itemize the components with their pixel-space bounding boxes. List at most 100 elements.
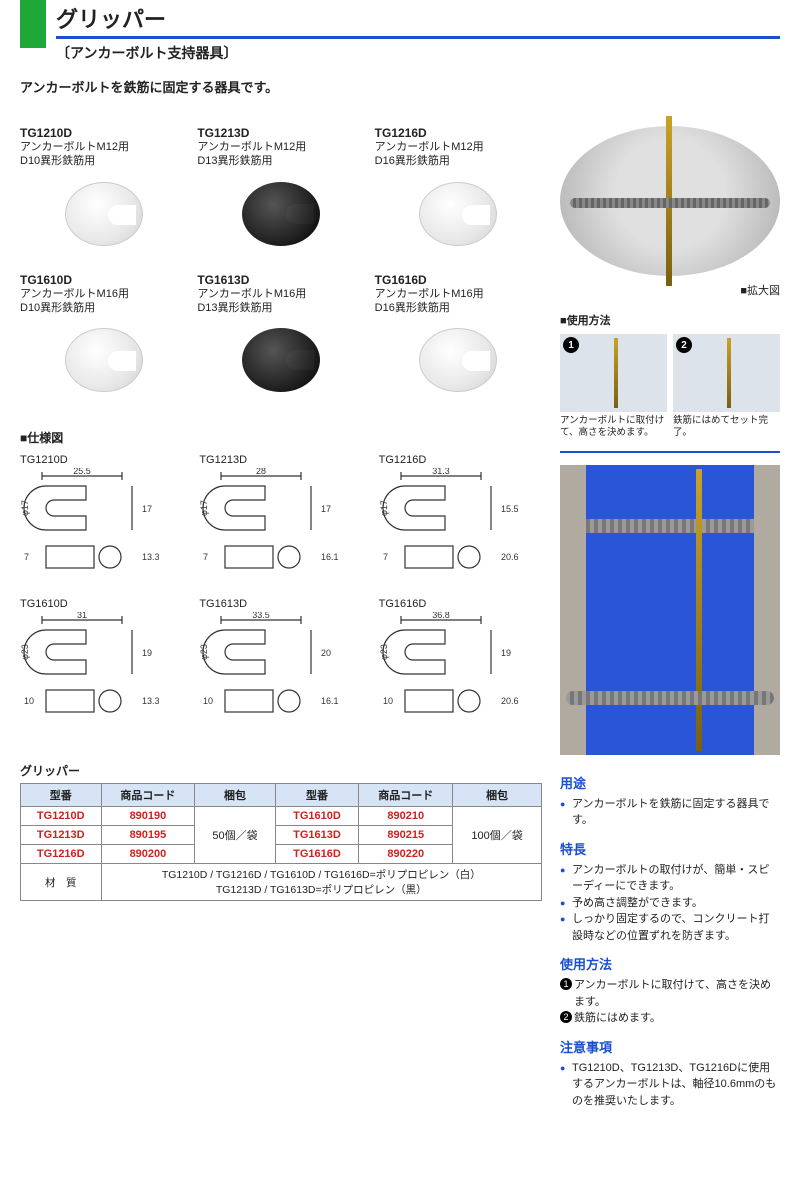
svg-text:13.3: 13.3 bbox=[142, 552, 160, 562]
spec-diagram: 25.5 17 φ17 7 13.3 bbox=[20, 468, 160, 578]
svg-text:7: 7 bbox=[203, 552, 208, 562]
install-photo bbox=[560, 465, 780, 755]
table-title: グリッパー bbox=[20, 762, 542, 779]
th-code: 商品コード bbox=[359, 784, 453, 807]
product-desc: D10異形鉄筋用 bbox=[20, 154, 187, 168]
product-desc: アンカーボルトM16用 bbox=[20, 287, 187, 301]
spec-diagram: 31 19 φ23 10 13.3 bbox=[20, 612, 160, 722]
accent-tab bbox=[20, 0, 46, 48]
svg-text:16.1: 16.1 bbox=[321, 696, 339, 706]
list-item: 1アンカーボルトに取付けて、高さを決めます。 bbox=[560, 977, 780, 1010]
svg-text:13.3: 13.3 bbox=[142, 696, 160, 706]
cell-code: 890220 bbox=[359, 845, 453, 864]
svg-text:36.8: 36.8 bbox=[432, 612, 450, 620]
cell-code: 890200 bbox=[101, 845, 195, 864]
svg-text:φ17: φ17 bbox=[379, 500, 389, 516]
product-cell: TG1216D アンカーボルトM12用 D16異形鉄筋用 bbox=[375, 126, 542, 253]
svg-text:φ23: φ23 bbox=[20, 644, 30, 660]
intro-text: アンカーボルトを鉄筋に固定する器具です。 bbox=[20, 77, 780, 96]
th-model: 型番 bbox=[21, 784, 102, 807]
product-code: TG1610D bbox=[20, 273, 187, 287]
product-desc: アンカーボルトM12用 bbox=[20, 140, 187, 154]
svg-text:16.1: 16.1 bbox=[321, 552, 339, 562]
product-image bbox=[197, 175, 364, 253]
spec-cell: TG1610D 31 19 φ23 10 13.3 bbox=[20, 598, 183, 722]
usage-step: 2 鉄筋にはめてセット完了。 bbox=[673, 334, 780, 439]
spec-code: TG1616D bbox=[379, 598, 542, 610]
page-subtitle: 〔アンカーボルト支持器具〕 bbox=[20, 43, 780, 63]
cell-model: TG1216D bbox=[21, 845, 102, 864]
th-model: 型番 bbox=[275, 784, 359, 807]
product-cell: TG1213D アンカーボルトM12用 D13異形鉄筋用 bbox=[197, 126, 364, 253]
spec-code: TG1213D bbox=[199, 454, 362, 466]
product-desc: D16異形鉄筋用 bbox=[375, 154, 542, 168]
product-desc: D13異形鉄筋用 bbox=[197, 154, 364, 168]
svg-text:φ17: φ17 bbox=[20, 500, 30, 516]
list-item: 予め高さ調整ができます。 bbox=[560, 895, 780, 912]
spec-diagram: 33.5 20 φ23 10 16.1 bbox=[199, 612, 339, 722]
product-desc: D13異形鉄筋用 bbox=[197, 301, 364, 315]
cell-model: TG1610D bbox=[275, 807, 359, 826]
list-item: アンカーボルトを鉄筋に固定する器具です。 bbox=[560, 796, 780, 829]
svg-text:10: 10 bbox=[24, 696, 34, 706]
howto-list: 1アンカーボルトに取付けて、高さを決めます。 2鉄筋にはめます。 bbox=[560, 977, 780, 1027]
spec-code: TG1216D bbox=[379, 454, 542, 466]
product-code: TG1210D bbox=[20, 126, 187, 140]
product-grid: TG1210D アンカーボルトM12用 D10異形鉄筋用 TG1213D アンカ… bbox=[20, 126, 542, 399]
usage-image: 2 bbox=[673, 334, 780, 412]
product-image bbox=[197, 321, 364, 399]
product-desc: D10異形鉄筋用 bbox=[20, 301, 187, 315]
product-image bbox=[20, 321, 187, 399]
product-image bbox=[375, 321, 542, 399]
th-code: 商品コード bbox=[101, 784, 195, 807]
product-image bbox=[375, 175, 542, 253]
list-item: 2鉄筋にはめます。 bbox=[560, 1010, 780, 1027]
material-text: TG1210D / TG1216D / TG1610D / TG1616D=ポリ… bbox=[101, 864, 541, 901]
svg-text:φ23: φ23 bbox=[379, 644, 389, 660]
cell-model: TG1616D bbox=[275, 845, 359, 864]
product-desc: D16異形鉄筋用 bbox=[375, 301, 542, 315]
product-desc: アンカーボルトM16用 bbox=[197, 287, 364, 301]
title-rule bbox=[56, 36, 780, 39]
product-cell: TG1613D アンカーボルトM16用 D13異形鉄筋用 bbox=[197, 273, 364, 400]
page-header: グリッパー 〔アンカーボルト支持器具〕 bbox=[20, 0, 780, 63]
svg-text:33.5: 33.5 bbox=[253, 612, 271, 620]
product-code: TG1216D bbox=[375, 126, 542, 140]
svg-text:φ17: φ17 bbox=[199, 500, 209, 516]
table-row: TG1210D 890190 50個／袋 TG1610D 890210 100個… bbox=[21, 807, 542, 826]
product-code: TG1613D bbox=[197, 273, 364, 287]
th-pack: 梱包 bbox=[453, 784, 542, 807]
cell-code: 890210 bbox=[359, 807, 453, 826]
section-purpose-head: 用途 bbox=[560, 773, 780, 792]
spec-cell: TG1216D 31.3 15.5 φ17 7 20.6 bbox=[379, 454, 542, 578]
usage-caption: 鉄筋にはめてセット完了。 bbox=[673, 415, 780, 439]
cell-pack: 100個／袋 bbox=[453, 807, 542, 864]
svg-text:10: 10 bbox=[203, 696, 213, 706]
list-item: しっかり固定するので、コンクリート打設時などの位置ずれを防ぎます。 bbox=[560, 911, 780, 944]
product-desc: アンカーボルトM12用 bbox=[375, 140, 542, 154]
spec-diagram: 31.3 15.5 φ17 7 20.6 bbox=[379, 468, 519, 578]
spec-table: 型番 商品コード 梱包 型番 商品コード 梱包 TG1210D 890190 5… bbox=[20, 783, 542, 901]
section-howto-head: 使用方法 bbox=[560, 954, 780, 973]
svg-text:φ23: φ23 bbox=[199, 644, 209, 660]
spec-cell: TG1616D 36.8 19 φ23 10 20.6 bbox=[379, 598, 542, 722]
product-cell: TG1610D アンカーボルトM16用 D10異形鉄筋用 bbox=[20, 273, 187, 400]
spec-code: TG1613D bbox=[199, 598, 362, 610]
section-caution-head: 注意事項 bbox=[560, 1037, 780, 1056]
section-features-head: 特長 bbox=[560, 839, 780, 858]
svg-text:19: 19 bbox=[501, 648, 511, 658]
separator bbox=[560, 451, 780, 453]
spec-cell: TG1213D 28 17 φ17 7 16.1 bbox=[199, 454, 362, 578]
product-image bbox=[20, 175, 187, 253]
caution-list: TG1210D、TG1213D、TG1216Dに使用するアンカーボルトは、軸径1… bbox=[560, 1060, 780, 1110]
features-list: アンカーボルトの取付けが、簡単・スピーディーにできます。 予め高さ調整ができます… bbox=[560, 862, 780, 945]
svg-text:7: 7 bbox=[24, 552, 29, 562]
svg-text:31.3: 31.3 bbox=[432, 468, 450, 476]
cell-pack: 50個／袋 bbox=[195, 807, 275, 864]
material-label: 材 質 bbox=[21, 864, 102, 901]
usage-step: 1 アンカーボルトに取付けて、高さを決めます。 bbox=[560, 334, 667, 439]
usage-row: 1 アンカーボルトに取付けて、高さを決めます。 2 鉄筋にはめてセット完了。 bbox=[560, 334, 780, 439]
spec-drawings-title: ■仕様図 bbox=[20, 429, 542, 446]
zoom-photo bbox=[560, 126, 780, 276]
spec-cell: TG1210D 25.5 17 φ17 7 13.3 bbox=[20, 454, 183, 578]
